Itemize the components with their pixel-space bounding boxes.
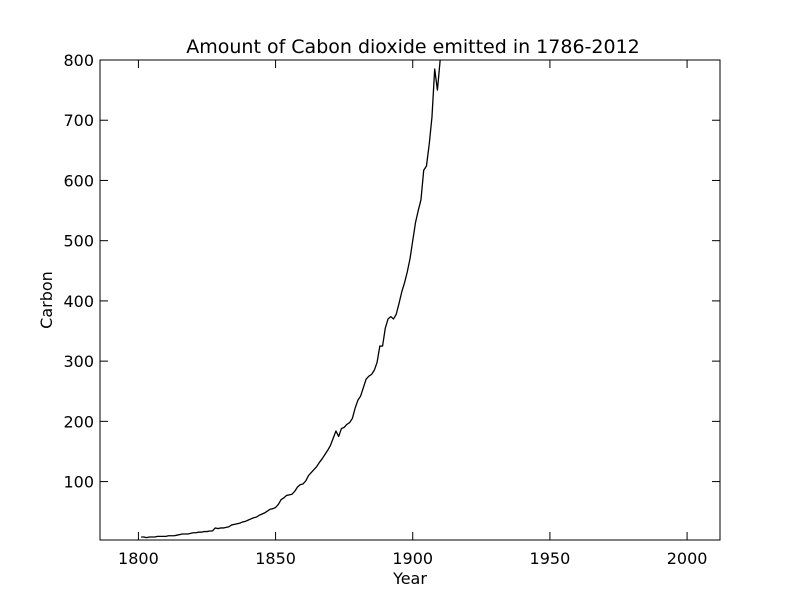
y-tick-label: 800 xyxy=(63,51,94,70)
axes: 1800 1850 1900 1950 2000 100 200 300 400 500 600 70… xyxy=(63,51,721,568)
x-tick-label: 2000 xyxy=(667,549,708,568)
plot-area xyxy=(141,60,441,539)
y-tick-label: 100 xyxy=(63,473,94,492)
y-tick-label: 400 xyxy=(63,292,94,311)
y-tick-label: 300 xyxy=(63,352,94,371)
x-tick-label: 1800 xyxy=(118,549,159,568)
y-tick-label: 700 xyxy=(63,111,94,130)
x-tick-label: 1950 xyxy=(530,549,571,568)
series-line-0 xyxy=(141,60,441,539)
y-axis-label: Carbon xyxy=(37,271,56,329)
axes-frame xyxy=(99,59,721,541)
chart-title: Amount of Cabon dioxide emitted in 1786-… xyxy=(186,36,640,58)
x-tick-label: 1900 xyxy=(392,549,433,568)
x-axis-label: Year xyxy=(392,569,427,588)
y-tick-label: 200 xyxy=(63,412,94,431)
x-tick-label: 1850 xyxy=(255,549,296,568)
y-tick-label: 500 xyxy=(63,232,94,251)
y-tick-label: 600 xyxy=(63,171,94,190)
